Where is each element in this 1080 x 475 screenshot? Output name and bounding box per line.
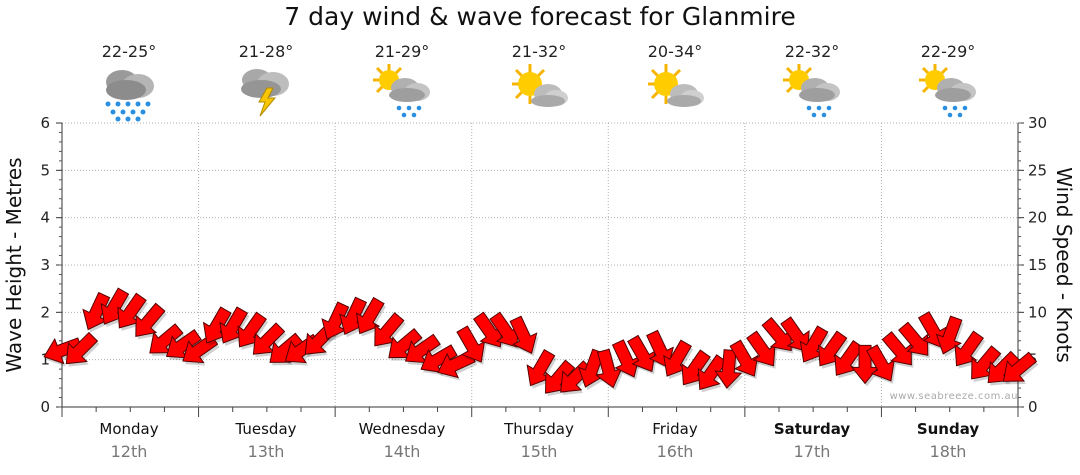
temp-label-day3: 21-29° xyxy=(374,42,430,61)
left-tick-label: 5 xyxy=(40,161,50,179)
wind-arrow xyxy=(866,344,895,382)
wind-arrow xyxy=(577,348,605,388)
day-label-1: Monday xyxy=(99,420,159,438)
plot-axes: 0123456051015202530 xyxy=(40,114,1047,417)
temp-label-day7: 22-29° xyxy=(920,42,976,61)
wind-arrow xyxy=(388,327,423,359)
partly-cloudy-icon xyxy=(512,64,568,107)
wind-arrow xyxy=(149,323,184,354)
right-tick-label: 25 xyxy=(1028,161,1047,179)
wind-arrow xyxy=(595,348,623,389)
wind-arrow xyxy=(627,334,656,373)
wind-arrow xyxy=(697,354,728,391)
wind-arrow xyxy=(898,321,929,356)
heavy-rain-cloud-icon xyxy=(105,70,154,122)
date-label-4: 15th xyxy=(520,442,558,461)
wind-arrow xyxy=(729,339,759,377)
right-tick-label: 10 xyxy=(1028,303,1047,321)
wind-arrow xyxy=(82,291,111,331)
sun-cloud-rain-icon xyxy=(373,64,430,118)
wind-arrow xyxy=(611,339,640,378)
wind-arrow xyxy=(117,292,147,329)
temp-label-day6: 22-32° xyxy=(784,42,840,61)
wind-arrow xyxy=(420,344,458,374)
temp-label-day1: 22-25° xyxy=(101,42,157,61)
wind-arrow xyxy=(799,325,829,363)
wind-arrow xyxy=(321,301,350,340)
left-tick-label: 1 xyxy=(40,351,50,369)
wind-arrow xyxy=(404,333,441,364)
left-tick-label: 2 xyxy=(40,303,50,321)
sun-cloud-rain-icon xyxy=(783,64,840,118)
left-tick-label: 0 xyxy=(40,398,50,416)
thunderstorm-cloud-icon xyxy=(241,69,289,117)
date-label-6: 17th xyxy=(793,442,831,461)
wind-arrow xyxy=(954,330,984,367)
sun-cloud-rain-icon xyxy=(919,64,976,118)
temp-label-day4: 21-32° xyxy=(511,42,567,61)
wind-arrow xyxy=(355,296,385,335)
wind-arrow xyxy=(971,345,1002,380)
day-label-3: Wednesday xyxy=(358,420,446,438)
left-tick-label: 6 xyxy=(40,114,50,132)
wind-arrow xyxy=(714,349,743,389)
date-label-2: 13th xyxy=(247,442,285,461)
wind-arrow xyxy=(881,331,912,366)
day-label-6: Saturday xyxy=(773,420,851,438)
right-tick-label: 30 xyxy=(1028,114,1047,132)
temp-label-day5: 20-34° xyxy=(647,42,703,61)
wind-arrow xyxy=(43,337,83,365)
wind-arrow xyxy=(663,339,692,377)
wind-arrow xyxy=(202,306,232,344)
wind-arrow xyxy=(252,322,286,355)
partly-cloudy-icon xyxy=(648,64,704,107)
watermark-text: www.seabreeze.com.au xyxy=(889,391,1018,402)
wind-arrow-series xyxy=(43,287,1039,397)
right-tick-label: 15 xyxy=(1028,256,1047,274)
right-tick-label: 20 xyxy=(1028,209,1047,227)
date-label-1: 12th xyxy=(110,442,148,461)
day-label-5: Friday xyxy=(652,420,698,438)
wind-arrow xyxy=(165,328,202,359)
wind-arrow xyxy=(935,315,963,355)
right-tick-label: 0 xyxy=(1028,398,1038,416)
temp-label-day2: 21-28° xyxy=(238,42,294,61)
wind-arrow xyxy=(456,325,486,363)
wind-arrow xyxy=(560,360,593,393)
wind-arrow xyxy=(219,306,249,344)
day-label-4: Thursday xyxy=(504,420,574,438)
day-label-2: Tuesday xyxy=(235,420,297,438)
wind-arrow xyxy=(135,302,166,337)
wind-arrow xyxy=(761,316,792,352)
wind-arrow xyxy=(509,315,538,354)
wind-arrow xyxy=(65,331,99,365)
wind-arrow xyxy=(1002,351,1038,382)
day-label-7: Sunday xyxy=(916,420,980,438)
date-label-3: 14th xyxy=(383,442,421,461)
left-tick-label: 4 xyxy=(40,209,50,227)
date-label-7: 18th xyxy=(929,442,967,461)
date-label-5: 16th xyxy=(656,442,694,461)
wind-arrow xyxy=(526,348,556,387)
left-tick-label: 3 xyxy=(40,256,50,274)
wind-arrow xyxy=(489,311,519,348)
chart-title: 7 day wind & wave forecast for Glanmire xyxy=(284,2,796,31)
wind-arrow xyxy=(374,312,405,347)
wind-arrow xyxy=(746,330,776,367)
wind-arrow xyxy=(834,339,864,376)
